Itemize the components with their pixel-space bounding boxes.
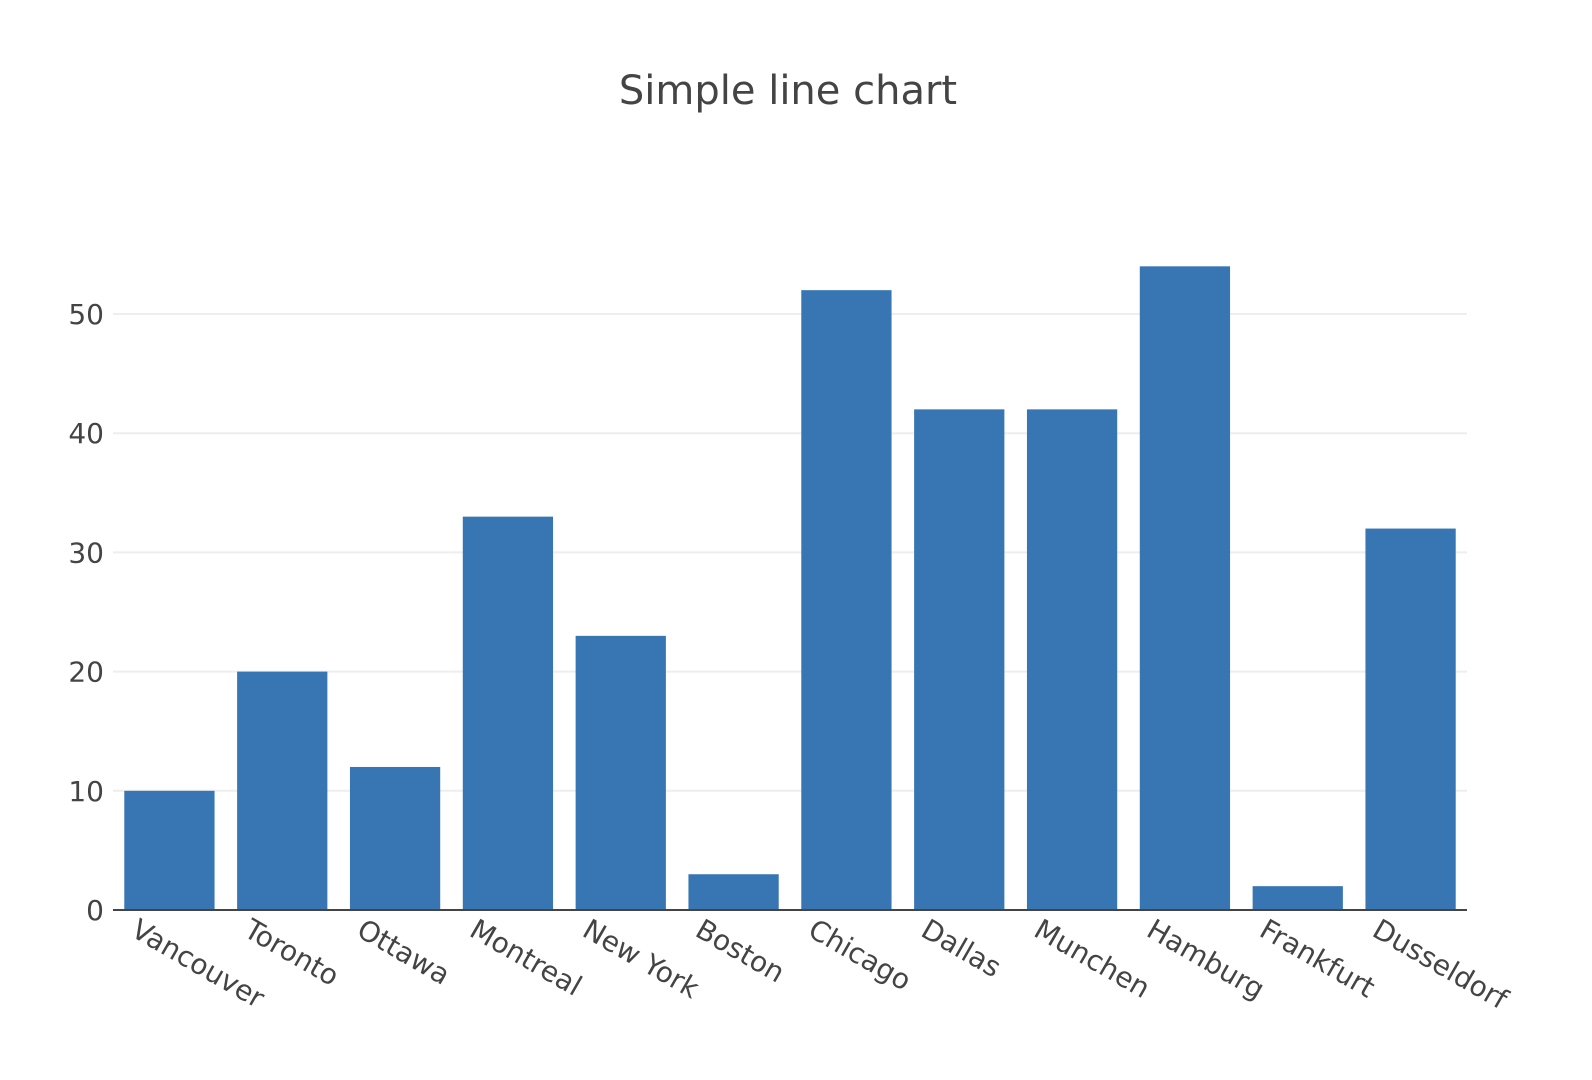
y-tick-label: 30 <box>68 536 104 569</box>
bar-chicago <box>801 290 892 910</box>
x-tick-label: Chicago <box>803 912 917 997</box>
bar-boston <box>688 874 779 910</box>
bar-dallas <box>914 409 1005 910</box>
x-tick-label: Hamburg <box>1141 912 1270 1005</box>
x-tick-label: Dallas <box>916 912 1007 984</box>
x-tick-label: Boston <box>690 912 790 989</box>
bar-montreal <box>462 516 554 910</box>
chart-title: Simple line chart <box>619 68 957 114</box>
x-tick-label: Munchen <box>1029 912 1156 1004</box>
y-axis-ticks: 0 10 20 30 40 50 <box>68 298 104 927</box>
y-tick-label: 0 <box>86 894 104 927</box>
bar-hamburg <box>1139 266 1231 910</box>
bar-dusseldorf <box>1365 528 1456 910</box>
y-tick-label: 10 <box>68 775 104 808</box>
bars <box>124 266 1456 910</box>
x-tick-label: Ottawa <box>352 912 456 991</box>
x-tick-label: New York <box>577 912 705 1005</box>
bar-ottawa <box>349 766 441 910</box>
bar-frankfurt <box>1252 886 1343 910</box>
y-tick-label: 40 <box>68 417 104 450</box>
bar-munchen <box>1026 409 1118 910</box>
bar-vancouver <box>124 790 215 910</box>
bar-toronto <box>237 671 328 910</box>
x-tick-label: Montreal <box>464 912 587 1002</box>
y-tick-label: 50 <box>68 298 104 331</box>
gridlines <box>113 313 1467 792</box>
x-tick-label: Dusseldorf <box>1367 912 1514 1016</box>
y-tick-label: 20 <box>68 656 104 689</box>
x-tick-label: Frankfurt <box>1254 912 1380 1004</box>
bar-new-york <box>575 635 666 910</box>
